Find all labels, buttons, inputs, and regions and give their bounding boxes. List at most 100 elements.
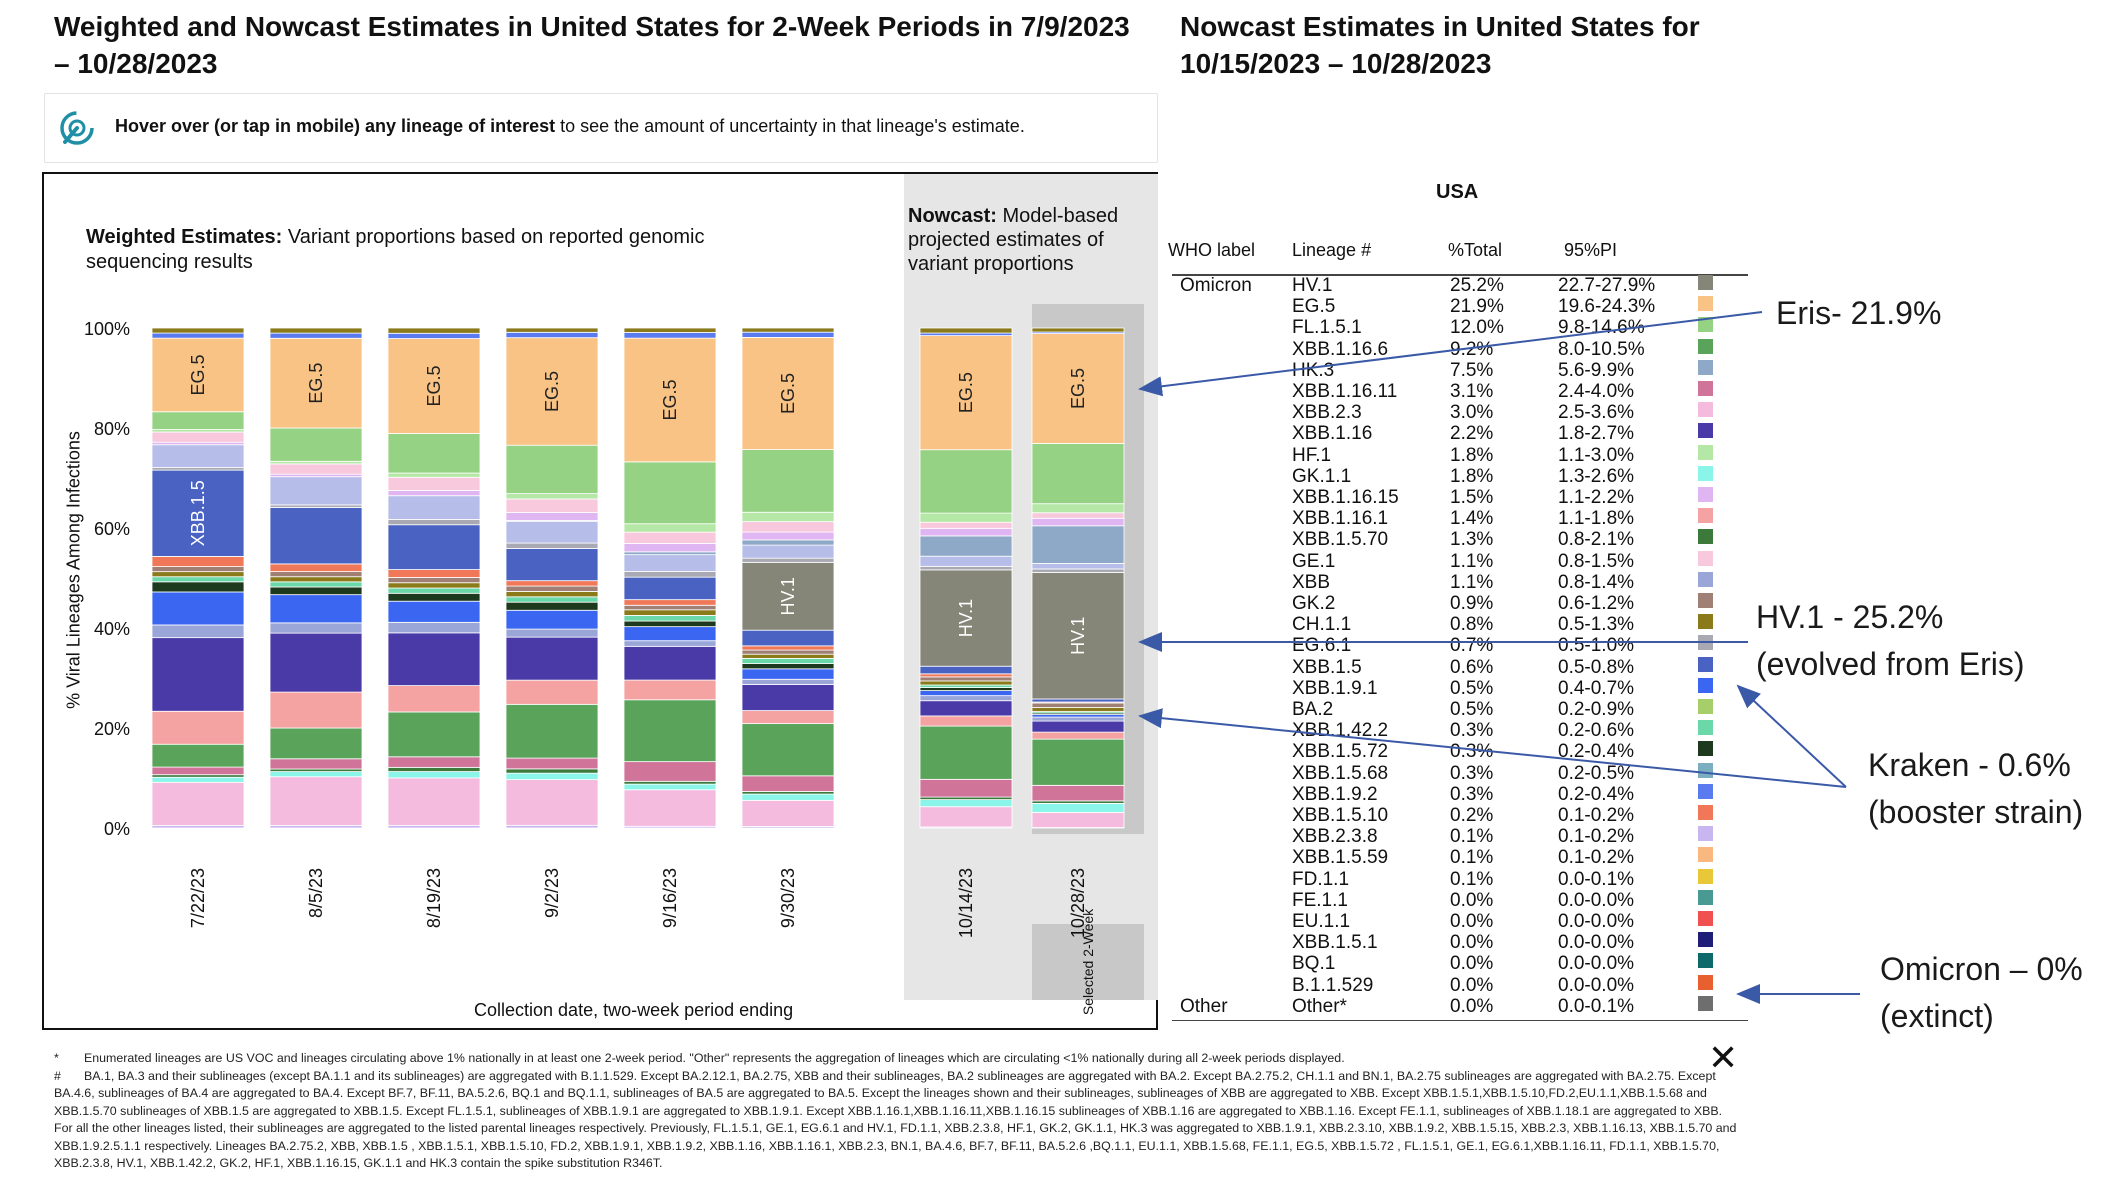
bar-segment-xbb-1-16-6[interactable] (741, 723, 835, 777)
footnote-hash-mark: # (54, 1068, 61, 1083)
bar-segment-xbb-1-16[interactable] (505, 636, 599, 681)
table-row[interactable]: HV.1 25.2% 22.7-27.9% (1166, 275, 1734, 296)
table-row[interactable]: FE.1.1 0.0% 0.0-0.0% (1166, 889, 1734, 911)
row-total: 7.5% (1450, 359, 1494, 381)
bar-segment-xbb-2-3[interactable] (151, 781, 245, 826)
table-row[interactable]: XBB.1.9.2 0.3% 0.2-0.4% (1166, 783, 1734, 805)
table-row[interactable]: HK.3 7.5% 5.6-9.9% (1166, 359, 1734, 381)
bar-segment-xbb-1-5[interactable] (151, 469, 245, 557)
table-row[interactable]: FD.1.1 0.1% 0.0-0.1% (1166, 868, 1734, 890)
table-row[interactable]: XBB.1.9.1 0.5% 0.4-0.7% (1166, 677, 1734, 699)
table-row-other[interactable]: Other Other* 0.0% 0.0-0.1% (1166, 995, 1734, 1017)
bar-segment-other[interactable] (1031, 327, 1125, 333)
bar-segment-fl-1-5-1[interactable] (505, 444, 599, 494)
row-total: 1.1% (1450, 550, 1494, 572)
table-row[interactable]: XBB.1.16.15 1.5% 1.1-2.2% (1166, 487, 1734, 508)
row-total: 0.3% (1450, 741, 1494, 763)
table-row[interactable]: XBB.1.16.1 1.4% 1.1-1.8% (1166, 508, 1734, 529)
bar-segment-hv-1[interactable] (741, 561, 835, 631)
table-row[interactable]: FL.1.5.1 12.0% 9.8-14.6% (1166, 317, 1734, 338)
bar-segment-xbb-1-16-6[interactable] (387, 711, 481, 758)
bar-segment-fl-1-5-1[interactable] (919, 449, 1013, 514)
table-row[interactable]: GK.1.1 1.8% 1.3-2.6% (1166, 465, 1734, 487)
bar-segment-xbb-1-16[interactable] (741, 684, 835, 711)
bar-segment-hv-1[interactable] (1031, 572, 1125, 700)
bar-segment-hk-3[interactable] (1031, 525, 1125, 564)
bar-segment-other[interactable] (151, 327, 245, 334)
row-pi: 0.0-0.0% (1558, 974, 1635, 996)
table-row[interactable]: EG.5 21.9% 19.6-24.3% (1166, 296, 1734, 317)
bar-segment-fl-1-5-1[interactable] (741, 449, 835, 513)
bar-segment-hv-1[interactable] (919, 569, 1013, 667)
bar-segment-eg-5[interactable] (1031, 333, 1125, 444)
table-row[interactable]: HF.1 1.8% 1.1-3.0% (1166, 444, 1734, 466)
bar-segment-xbb-1-16-6[interactable] (919, 725, 1013, 780)
table-row[interactable]: XBB.2.3 3.0% 2.5-3.6% (1166, 402, 1734, 423)
bar-segment-xbb-2-3[interactable] (269, 776, 363, 826)
table-row[interactable]: CH.1.1 0.8% 0.5-1.3% (1166, 614, 1734, 635)
row-pi: 0.8-1.5% (1558, 550, 1635, 572)
bar-segment-eg-5[interactable] (741, 336, 835, 451)
table-row[interactable]: XBB.1.5.70 1.3% 0.8-2.1% (1166, 529, 1734, 550)
bar-segment-fl-1-5-1[interactable] (623, 461, 717, 525)
table-row[interactable]: XBB.1.5.10 0.2% 0.1-0.2% (1166, 805, 1734, 826)
table-row[interactable]: XBB.1.5.59 0.1% 0.1-0.2% (1166, 847, 1734, 868)
bar-segment-xbb-1-16[interactable] (387, 632, 481, 686)
bar-segment-xbb-2-3[interactable] (387, 777, 481, 826)
table-row[interactable]: XBB.1.42.2 0.3% 0.2-0.6% (1166, 720, 1734, 741)
row-color-swatch (1698, 444, 1713, 460)
table-row[interactable]: GK.2 0.9% 0.6-1.2% (1166, 593, 1734, 614)
bar-segment-xbb-1-16-6[interactable] (1031, 738, 1125, 786)
row-pi: 0.1-0.2% (1558, 826, 1635, 848)
table-row[interactable]: XBB.1.5.72 0.3% 0.2-0.4% (1166, 741, 1734, 762)
bar-segment-xbb-1-9-1[interactable] (269, 594, 363, 624)
row-color-swatch (1698, 465, 1713, 481)
table-row[interactable]: XBB.1.5.1 0.0% 0.0-0.0% (1166, 932, 1734, 953)
bar-segment-xbb-1-16-6[interactable] (269, 727, 363, 760)
bar-segment-other[interactable] (505, 327, 599, 333)
table-row[interactable]: EG.6.1 0.7% 0.5-1.0% (1166, 635, 1734, 656)
selected-period-label-box[interactable] (1032, 924, 1144, 1000)
table-row[interactable]: XBB.2.3.8 0.1% 0.1-0.2% (1166, 826, 1734, 847)
bar-segment-xbb-2-3[interactable] (505, 779, 599, 826)
bar-segment-xbb-2-3[interactable] (623, 789, 717, 827)
bar-segment-other[interactable] (741, 327, 835, 333)
bar-segment-eg-5[interactable] (505, 337, 599, 446)
table-row[interactable]: EU.1.1 0.0% 0.0-0.0% (1166, 911, 1734, 932)
bar-segment-eg-5[interactable] (387, 338, 481, 434)
bar-segment-other[interactable] (623, 327, 717, 333)
close-icon[interactable]: ✕ (1708, 1037, 1739, 1078)
bar-segment-xbb-1-16-1[interactable] (269, 691, 363, 729)
bar-segment-xbb-1-16-6[interactable] (623, 699, 717, 763)
bar-segment-other[interactable] (269, 327, 363, 334)
bar-segment-other[interactable] (919, 327, 1013, 334)
bar-segment-xbb-1-5[interactable] (505, 548, 599, 582)
row-pi: 0.8-2.1% (1558, 529, 1635, 551)
bar-segment-xbb-1-5[interactable] (269, 507, 363, 565)
bar-segment-xbb-1-5[interactable] (387, 524, 481, 570)
bar-segment-xbb-1-16[interactable] (269, 632, 363, 693)
bar-segment-other[interactable] (387, 327, 481, 334)
bar-segment-eg-5[interactable] (151, 337, 245, 413)
bar-segment-xbb-1-16[interactable] (151, 637, 245, 712)
table-row[interactable]: BA.2 0.5% 0.2-0.9% (1166, 699, 1734, 720)
bar-segment-eg-5[interactable] (623, 337, 717, 463)
bar-segment-xbb-1-16-1[interactable] (387, 685, 481, 713)
table-row[interactable]: XBB.1.5 0.6% 0.5-0.8% (1166, 656, 1734, 678)
table-row[interactable]: B.1.1.529 0.0% 0.0-0.0% (1166, 974, 1734, 996)
table-row[interactable]: XBB.1.5.68 0.3% 0.2-0.5% (1166, 762, 1734, 784)
bar-segment-xbb-1-16-1[interactable] (505, 679, 599, 705)
bar-label: XBB.1.5 (188, 480, 208, 546)
table-row[interactable]: XBB.1.16.6 9.2% 8.0-10.5% (1166, 338, 1734, 360)
bar-segment-xbb[interactable] (269, 476, 363, 506)
table-row[interactable]: GE.1 1.1% 0.8-1.5% (1166, 550, 1734, 572)
table-row[interactable]: XBB 1.1% 0.8-1.4% (1166, 571, 1734, 593)
bar-segment-eg-5[interactable] (919, 335, 1013, 451)
table-row[interactable]: XBB.1.16 2.2% 1.8-2.7% (1166, 423, 1734, 444)
table-row[interactable]: XBB.1.16.11 3.1% 2.4-4.0% (1166, 381, 1734, 402)
row-color-swatch (1698, 974, 1713, 990)
bar-segment-xbb-1-16-6[interactable] (505, 703, 599, 759)
table-row[interactable]: BQ.1 0.0% 0.0-0.0% (1166, 953, 1734, 974)
bar-segment-xbb-1-9-1[interactable] (151, 591, 245, 626)
bar-segment-fl-1-5-1[interactable] (1031, 443, 1125, 505)
